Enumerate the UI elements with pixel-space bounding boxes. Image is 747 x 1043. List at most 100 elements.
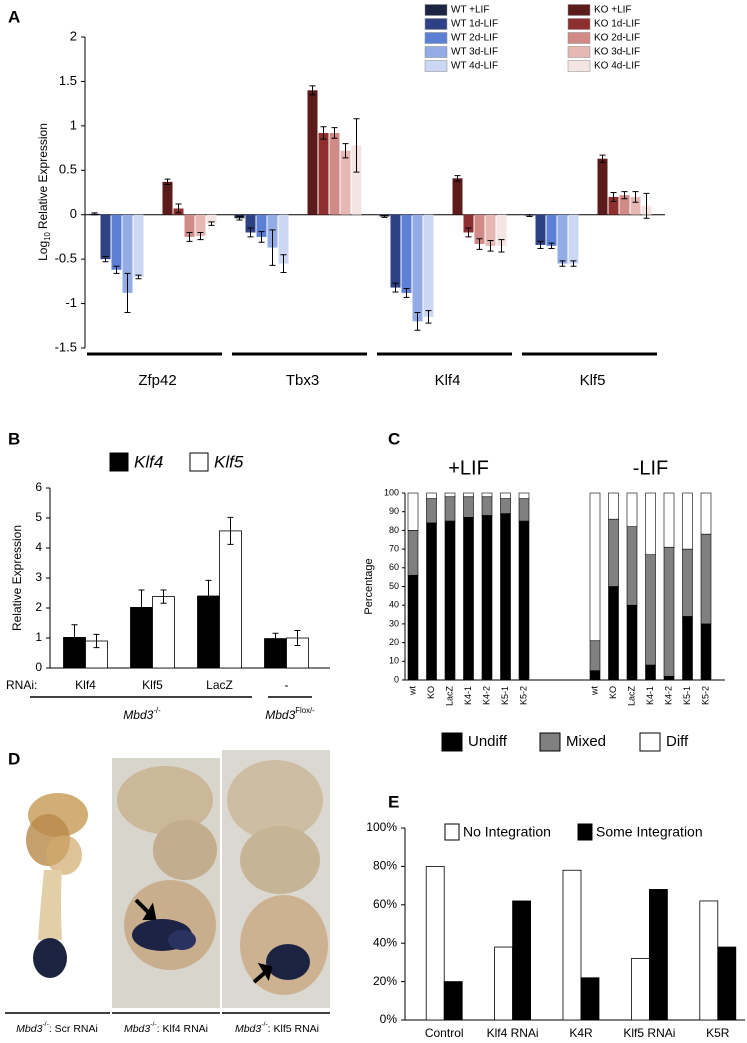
label-part: Flox/- (295, 706, 315, 715)
x-tick-label: Tbx3 (286, 372, 319, 389)
y-tick-label: 0 (35, 660, 42, 674)
bar (463, 214, 474, 233)
error-bar (175, 203, 182, 214)
bar-segment (608, 492, 619, 520)
label-part: : Klf4 RNAi (157, 1023, 208, 1035)
y-tick-label: 20% (373, 974, 397, 988)
x-tick-label: K4-1 (463, 686, 473, 705)
bar (278, 214, 289, 264)
bar-segment (589, 640, 601, 671)
bar-segment (444, 520, 456, 681)
bar (699, 900, 719, 1021)
bar-segment (663, 492, 675, 548)
y-tick-label: 3 (35, 570, 42, 584)
legend-label: WT 1d-LIF (451, 19, 498, 30)
label-part: -/- (261, 1021, 267, 1028)
y-tick-label: 1 (70, 117, 77, 132)
bar (557, 214, 568, 264)
bar-segment (500, 498, 511, 514)
label-part: Mbd3 (123, 708, 153, 722)
y-tick-label: 1.5 (59, 73, 77, 88)
legend-swatch (189, 452, 209, 472)
label-part: 10 (43, 232, 52, 241)
bar-segment (682, 548, 693, 617)
bar (608, 196, 619, 215)
bar (562, 869, 582, 1021)
x-tick-label: wt (407, 686, 417, 696)
error-bar (331, 127, 338, 139)
error-bar (227, 516, 234, 545)
error-bar (102, 255, 109, 263)
y-tick-label: 4 (35, 540, 42, 554)
legend-swatch (424, 46, 448, 58)
bar (496, 214, 507, 246)
x-tick-label: K4-2 (663, 686, 673, 705)
label-part: : Scr RNAi (49, 1023, 98, 1035)
bar-segment (589, 492, 601, 642)
bar (717, 946, 737, 1021)
bar-segment (645, 492, 656, 556)
bar-segment (481, 515, 493, 681)
x-tick-label: - (285, 678, 289, 692)
legend-swatch (441, 732, 463, 752)
label-part: Relative Expression (36, 123, 50, 229)
y-axis-title: Percentage (363, 558, 375, 614)
label: Mbd3-/- (123, 706, 161, 722)
bar-segment (518, 492, 530, 499)
y-tick-label: 20 (389, 637, 399, 647)
x-tick-label: K5-2 (518, 686, 528, 705)
bar-segment (463, 492, 474, 498)
bar-segment (682, 616, 693, 681)
label: Mbd3-/-: Klf4 RNAi (124, 1021, 208, 1035)
bar-segment (463, 496, 474, 518)
legend-label: Klf5 (214, 452, 244, 471)
error-bar (91, 212, 98, 216)
panel-title: -LIF (633, 457, 669, 479)
error-bar (526, 214, 533, 217)
error-bar (414, 311, 421, 331)
x-tick-label: K4R (569, 1026, 593, 1040)
legend-label: Undiff (468, 733, 508, 750)
photo (5, 780, 110, 1008)
bar (619, 195, 630, 215)
x-tick-label: Zfp42 (138, 372, 176, 389)
bar-segment (608, 518, 619, 587)
bar (494, 946, 514, 1021)
x-tick-label: Klf4 (75, 678, 96, 692)
label-part: : Klf5 RNAi (268, 1023, 319, 1035)
y-tick-label: 40 (389, 600, 399, 610)
x-tick-label: K4-2 (481, 686, 491, 705)
bar (307, 90, 318, 215)
bar (162, 181, 173, 215)
error-bar (247, 227, 254, 238)
y-tick-label: 6 (35, 480, 42, 494)
bar-segment (481, 496, 493, 516)
legend-label: KO 1d-LIF (594, 19, 640, 30)
error-bar (205, 579, 212, 613)
legend-swatch (424, 4, 448, 16)
label-part: Mbd3 (265, 708, 295, 722)
bar (351, 145, 362, 215)
error-bar (135, 274, 142, 280)
bar-segment (626, 604, 638, 681)
bar (256, 214, 267, 237)
bar-segment (426, 498, 437, 524)
bar-segment (663, 675, 675, 681)
bar (474, 214, 485, 245)
bar (630, 196, 641, 215)
legend-swatch (109, 452, 129, 472)
error-bar (280, 254, 287, 273)
legend-swatch (424, 18, 448, 30)
y-tick-label: -0.5 (55, 251, 77, 266)
error-bar (632, 191, 639, 203)
y-tick-label: 50 (389, 581, 399, 591)
bar-segment (518, 498, 530, 522)
bar (133, 214, 144, 277)
x-tick-label: Klf4 RNAi (487, 1026, 539, 1040)
y-tick-label: -1 (65, 295, 77, 310)
x-tick-label: K5-1 (500, 686, 510, 705)
x-tick-label: LacZ (444, 686, 454, 707)
bar (649, 889, 668, 1021)
error-bar (113, 265, 120, 274)
legend-label: WT +LIF (451, 5, 489, 16)
